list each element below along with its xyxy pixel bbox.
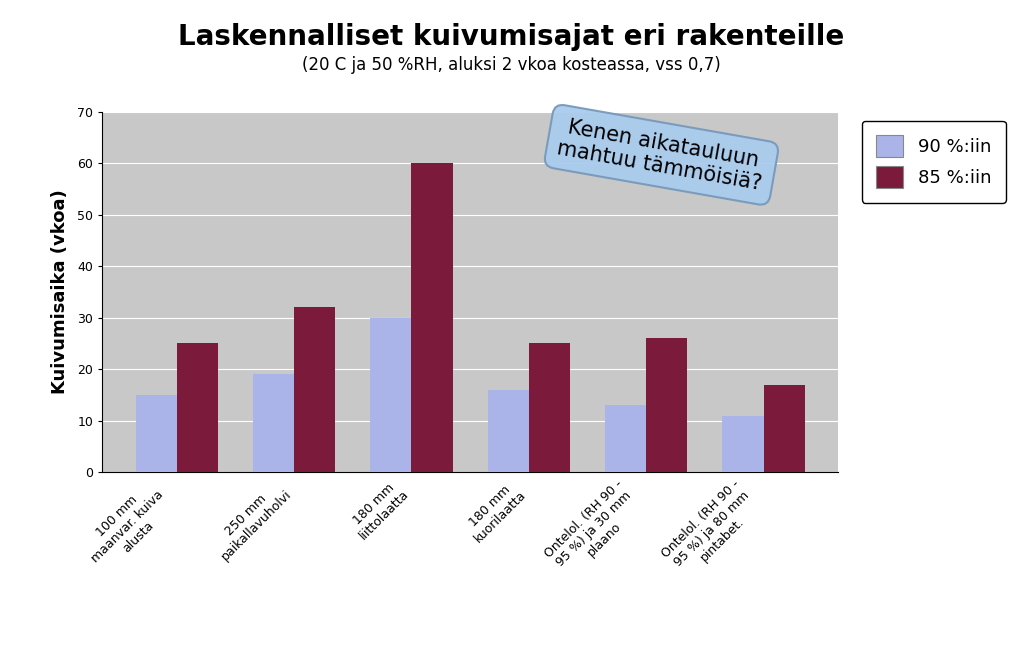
Bar	[605, 405, 646, 472]
Text: (20 C ja 50 %RH, aluksi 2 vkoa kosteassa, vss 0,7): (20 C ja 50 %RH, aluksi 2 vkoa kosteassa…	[301, 56, 721, 73]
Bar	[646, 338, 687, 472]
Bar	[177, 344, 218, 472]
Bar	[370, 318, 412, 472]
Bar	[136, 395, 177, 472]
Bar	[412, 163, 453, 472]
Bar	[528, 344, 570, 472]
Legend: 90 %:iin, 85 %:iin: 90 %:iin, 85 %:iin	[862, 121, 1006, 203]
Text: Kenen aikatauluun
mahtuu tämmöisiä?: Kenen aikatauluun mahtuu tämmöisiä?	[555, 115, 768, 194]
Bar	[763, 384, 804, 472]
Bar	[294, 308, 335, 472]
Bar	[723, 416, 763, 472]
Text: Laskennalliset kuivumisajat eri rakenteille: Laskennalliset kuivumisajat eri rakentei…	[178, 23, 844, 51]
Y-axis label: Kuivumisaika (vkoa): Kuivumisaika (vkoa)	[51, 190, 68, 394]
Bar	[487, 390, 528, 472]
Bar	[253, 375, 294, 472]
